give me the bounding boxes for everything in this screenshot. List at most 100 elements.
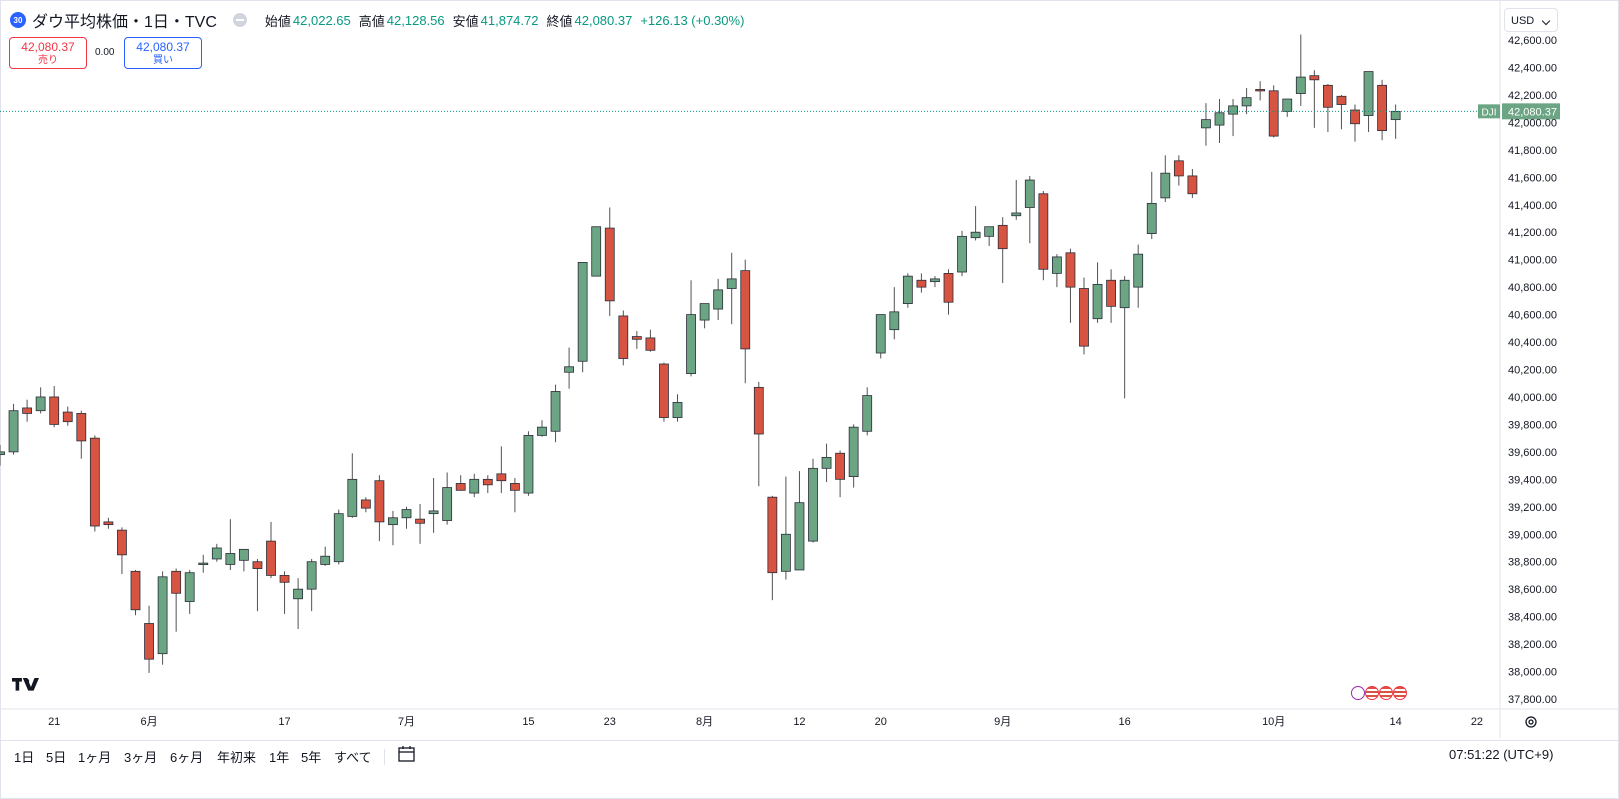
y-tick-label: 39,800.00 — [1508, 419, 1557, 431]
us-flag-icon[interactable] — [1379, 686, 1393, 700]
candle-body-up — [428, 510, 439, 515]
open-label: 始値 — [264, 13, 291, 29]
symbol-title[interactable]: ダウ平均株価・1日・TVC — [32, 14, 217, 31]
candle-body-down — [1377, 84, 1387, 132]
range-1m[interactable]: 1ヶ月 — [78, 750, 112, 765]
range-5d[interactable]: 5日 — [46, 750, 67, 765]
candle — [1079, 277, 1089, 355]
candle-body-down — [76, 413, 87, 442]
candle — [997, 217, 1008, 284]
us-flag-icon[interactable] — [1365, 686, 1379, 700]
candle — [686, 280, 696, 377]
x-tick-label: 9月 — [994, 716, 1011, 728]
price-tag-bg — [1502, 103, 1560, 120]
candle — [1187, 169, 1198, 198]
range-5y[interactable]: 5年 — [301, 750, 322, 765]
us-flag-icon[interactable] — [1393, 686, 1407, 700]
candle — [62, 406, 73, 426]
candle-body-down — [631, 336, 642, 340]
range-1d[interactable]: 1日 — [14, 750, 35, 765]
candle — [564, 347, 574, 389]
candle — [875, 314, 886, 359]
sell-button[interactable]: 42,080.37 売り — [9, 37, 87, 69]
candle-body-up — [401, 509, 412, 519]
candle — [333, 509, 344, 565]
candle-body-down — [1079, 288, 1089, 347]
candle-body-down — [1350, 109, 1360, 125]
candle-body-up — [306, 561, 317, 590]
price-tag: 42,080.37 — [1508, 106, 1557, 118]
candle-body-up — [293, 588, 304, 600]
range-all[interactable]: すべて — [334, 750, 372, 765]
x-tick-label: 23 — [604, 716, 616, 728]
candle — [442, 472, 453, 525]
candle-body-up — [794, 502, 805, 571]
candle — [984, 226, 995, 246]
candle-body-up — [1295, 76, 1306, 94]
candle-body-up — [1092, 283, 1103, 320]
candle-body-down — [835, 452, 845, 480]
x-tick-label: 16 — [1119, 716, 1131, 728]
range-3m[interactable]: 3ヶ月 — [124, 750, 158, 765]
candle-body-down — [266, 540, 276, 576]
range-1y[interactable]: 1年 — [269, 750, 290, 765]
candle-body-up — [388, 517, 398, 526]
y-tick-label: 41,800.00 — [1508, 145, 1557, 157]
event-marker-icon[interactable] — [1351, 686, 1365, 700]
candle-body-down — [1323, 84, 1333, 108]
range-6m[interactable]: 6ヶ月 — [170, 750, 204, 765]
candle — [902, 273, 913, 308]
candle-body-down — [997, 224, 1008, 250]
candle — [1241, 88, 1252, 115]
candle — [970, 206, 981, 241]
candle — [1011, 180, 1022, 220]
x-tick-label: 17 — [278, 716, 290, 728]
gear-icon[interactable] — [1524, 715, 1538, 729]
candle-body-up — [35, 396, 46, 412]
symbol-badge[interactable]: 30 — [10, 12, 26, 28]
candle-body-down — [171, 570, 182, 594]
close-value: 42,080.37 — [574, 12, 633, 28]
range-ytd[interactable]: 年初来 — [217, 750, 257, 765]
currency-select[interactable]: USD — [1504, 8, 1558, 32]
buy-button[interactable]: 42,080.37 買い — [124, 37, 202, 69]
candle — [808, 458, 818, 543]
candle-body-up — [726, 278, 737, 289]
candle-body-up — [442, 487, 453, 521]
candle-body-up — [225, 553, 236, 565]
candlestick-chart[interactable]: DJI 42,080.37 37,800.00 38,000.00 38,200.00… — [0, 0, 1619, 740]
candle — [848, 424, 859, 488]
x-tick-label: 14 — [1390, 716, 1402, 728]
candle-body-down — [618, 315, 629, 359]
candle-body-up — [469, 478, 480, 494]
candle — [198, 554, 209, 573]
candle-body-down — [659, 363, 669, 418]
candle — [144, 605, 154, 673]
candle — [1363, 71, 1374, 132]
candle — [537, 420, 547, 437]
candle-body-down — [130, 570, 141, 611]
candle — [0, 445, 5, 466]
candle — [1065, 248, 1076, 323]
y-tick-label: 38,800.00 — [1508, 557, 1557, 569]
tradingview-logo-icon[interactable] — [12, 678, 42, 697]
high-value: 42,128.56 — [386, 12, 445, 28]
x-tick-label: 12 — [793, 716, 805, 728]
candle — [279, 571, 290, 614]
candle-body-down — [117, 529, 127, 556]
candle — [726, 252, 737, 325]
clock-timezone[interactable]: 07:51:22 (UTC+9) — [1449, 747, 1554, 762]
x-tick-label: 21 — [48, 716, 60, 728]
candle-body-up — [808, 467, 818, 542]
y-tick-label: 38,200.00 — [1508, 639, 1557, 651]
candle-body-up — [1201, 119, 1211, 129]
hide-icon[interactable] — [232, 13, 247, 27]
candle — [35, 387, 46, 414]
candle — [117, 527, 127, 575]
candle-body-up — [821, 456, 832, 469]
candle — [1255, 81, 1266, 101]
calendar-icon[interactable] — [397, 745, 417, 763]
candle-body-up — [1214, 112, 1225, 126]
candle — [89, 435, 100, 532]
y-tick-label: 40,200.00 — [1508, 365, 1557, 377]
